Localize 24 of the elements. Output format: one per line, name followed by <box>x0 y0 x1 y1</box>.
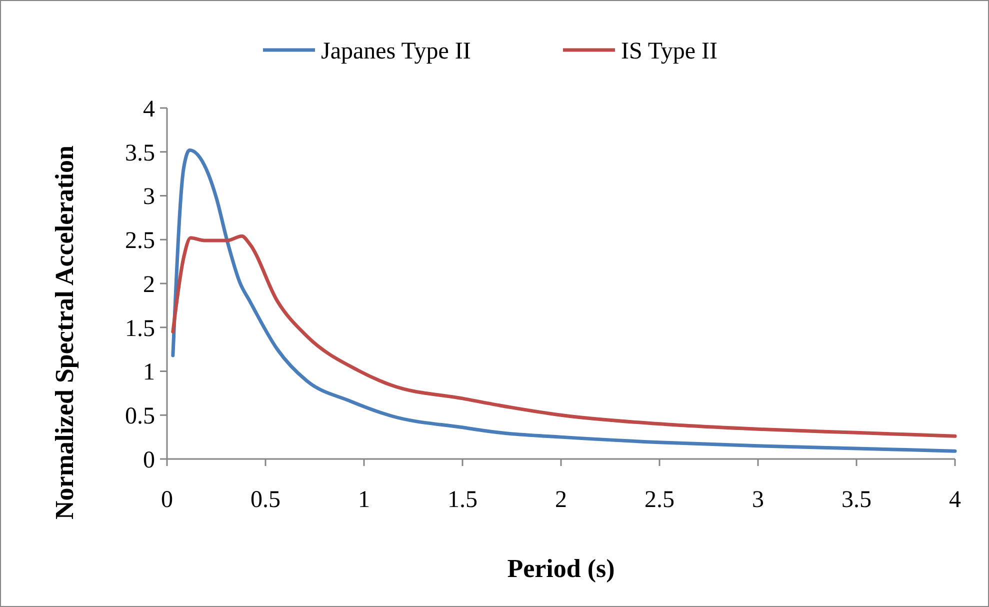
legend-label: Japanes Type II <box>321 38 471 64</box>
y-tick-label: 0 <box>143 447 155 474</box>
y-tick-label: 2.5 <box>125 228 155 254</box>
x-tick-label: 4 <box>949 487 961 513</box>
y-tick-label: 1.5 <box>125 316 155 342</box>
y-tick-label: 1 <box>143 360 155 386</box>
line-series <box>171 148 957 453</box>
y-tick-label: 4 <box>143 96 155 122</box>
line-series <box>171 234 957 438</box>
x-tick-label: 3 <box>752 487 764 513</box>
x-tick-label: 2.5 <box>644 487 674 513</box>
y-axis-title: Normalized Spectral Acceleration <box>50 144 79 520</box>
legend-label: IS Type II <box>621 38 718 64</box>
x-axis-title: Period (s) <box>507 554 615 583</box>
x-tick-label: 1.5 <box>448 487 478 513</box>
y-tick-label: 3.5 <box>125 140 155 166</box>
y-tick-label: 3 <box>143 184 155 210</box>
x-tick-label: 2 <box>555 487 567 513</box>
x-tick-label: 3.5 <box>842 487 872 513</box>
y-tick-label: 2 <box>143 272 155 298</box>
y-tick-label: 0.5 <box>125 404 155 430</box>
x-tick-label: 0.5 <box>250 487 280 513</box>
x-tick-label: 1 <box>358 487 370 513</box>
x-tick-label: 0 <box>161 487 173 513</box>
